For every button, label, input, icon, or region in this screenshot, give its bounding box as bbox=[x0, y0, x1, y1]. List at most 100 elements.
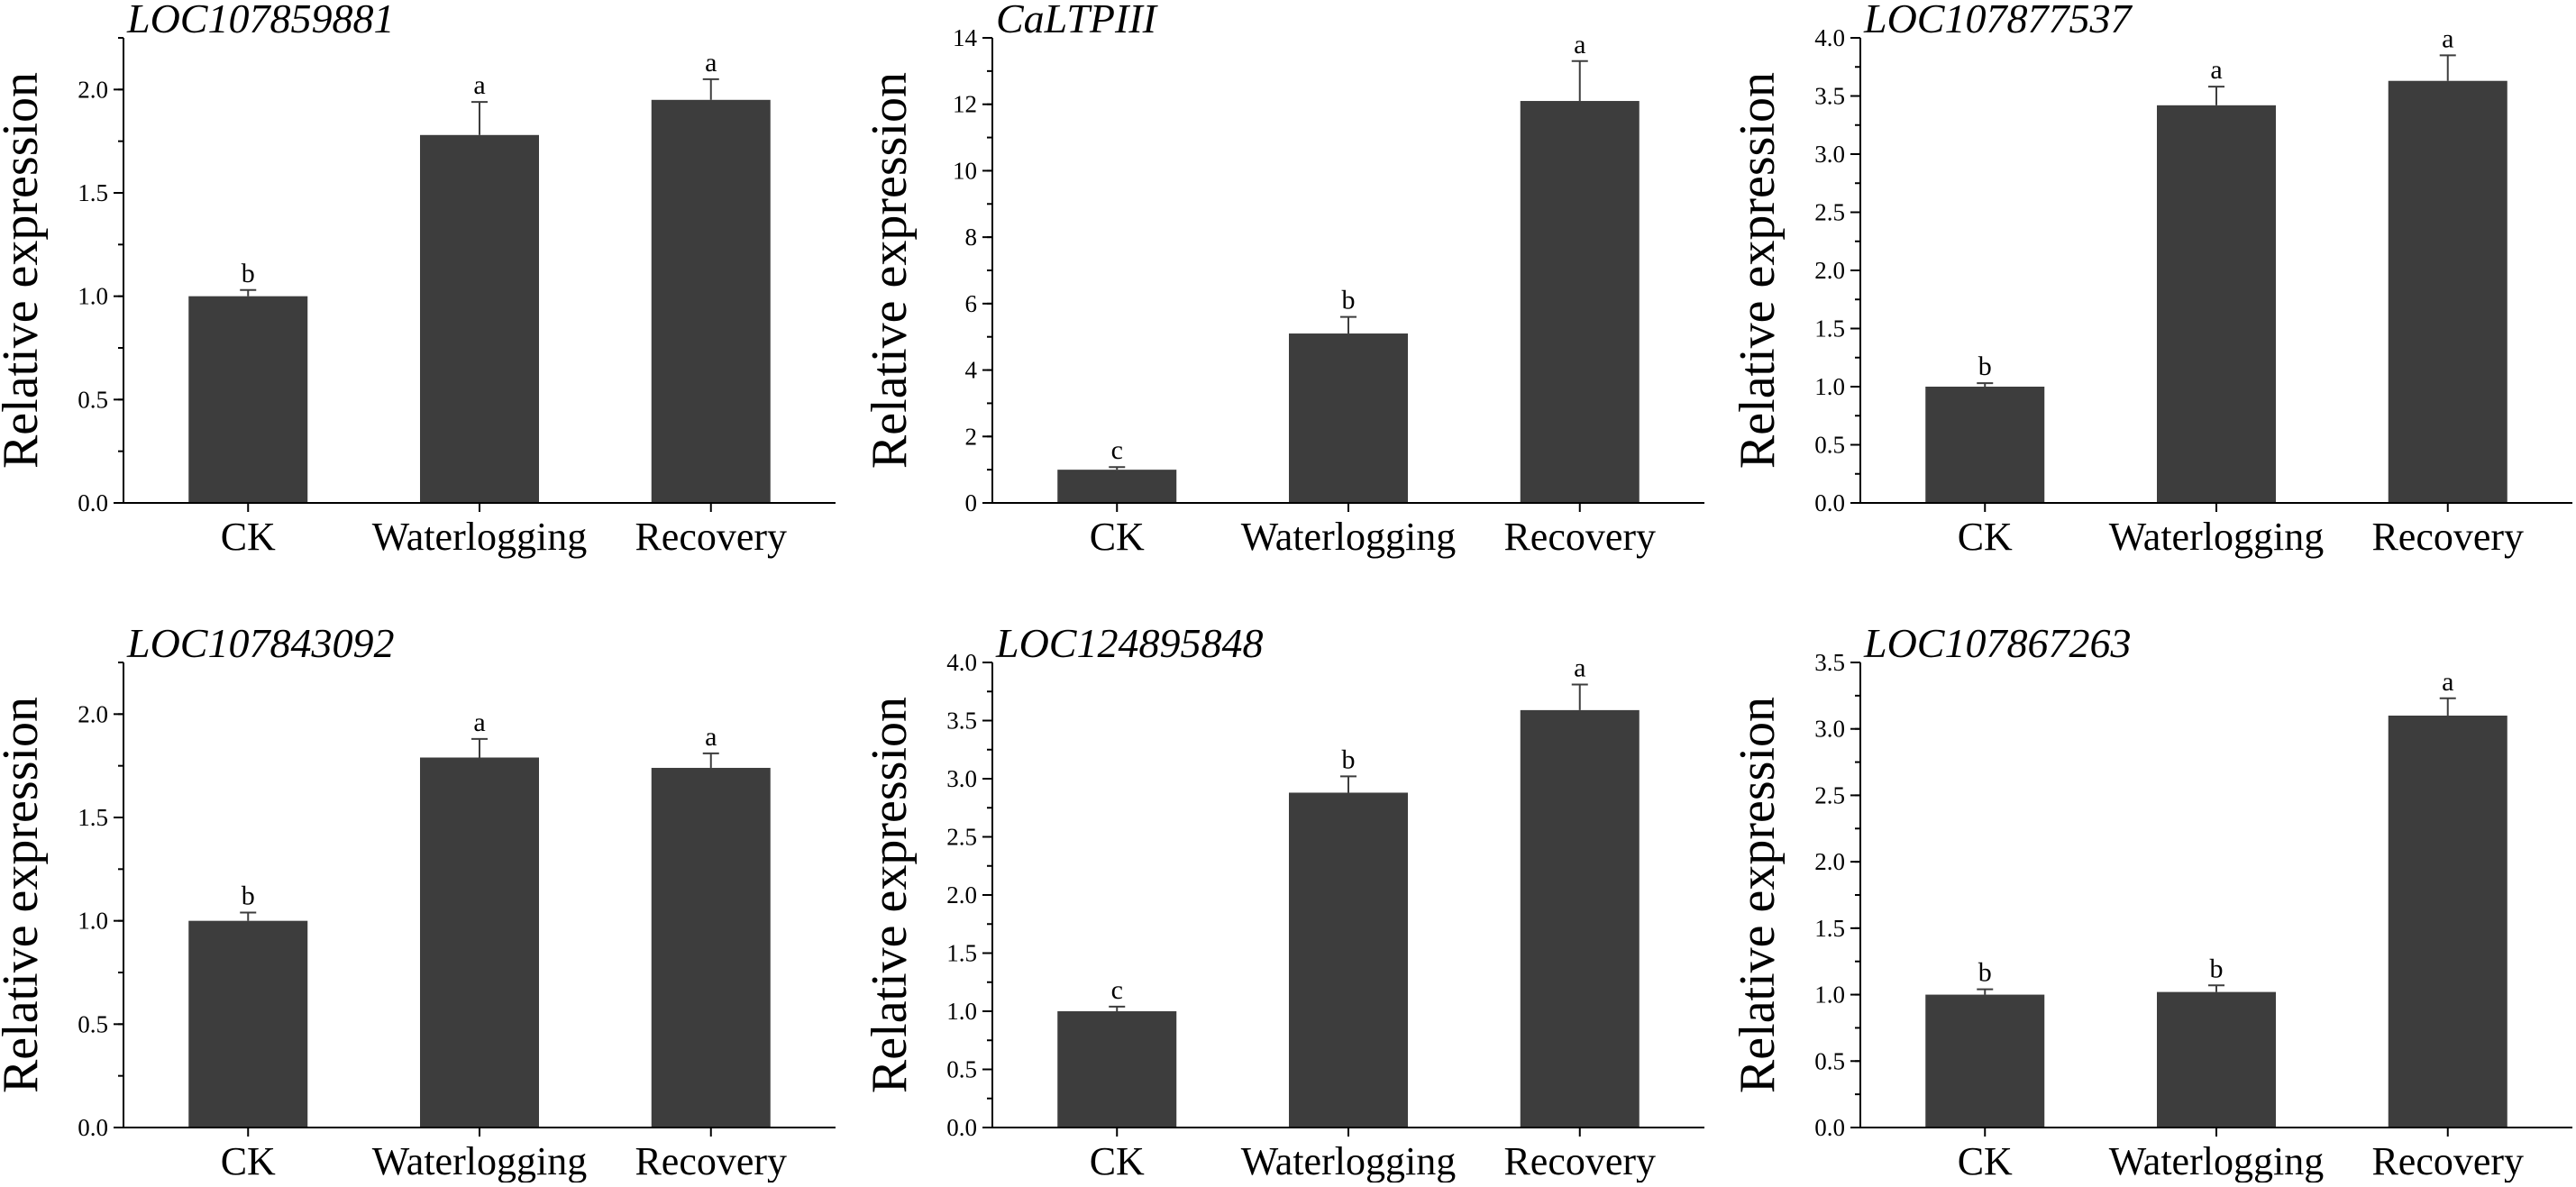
panel-2: c CK b Waterlogging a Recovery 0 2 4 6 8 10 12 14 Rela… bbox=[862, 0, 1704, 559]
y-tick-label: 0.5 bbox=[78, 386, 108, 413]
x-tick-label: Recovery bbox=[2371, 1139, 2524, 1182]
bar-ck bbox=[1057, 1011, 1177, 1128]
significance-letter: a bbox=[705, 722, 717, 752]
x-tick-label: Waterlogging bbox=[2109, 1139, 2324, 1182]
x-tick-label: CK bbox=[1958, 515, 2013, 559]
significance-letter: b bbox=[1342, 744, 1356, 774]
x-tick-label: CK bbox=[1958, 1139, 2013, 1182]
y-tick-label: 2.0 bbox=[1814, 257, 1845, 284]
y-tick-label: 2.5 bbox=[946, 824, 977, 851]
y-tick-label: 2.0 bbox=[78, 76, 108, 103]
bar-recovery bbox=[1520, 101, 1640, 504]
bar-recovery bbox=[651, 99, 771, 504]
y-tick-label: 1.5 bbox=[946, 940, 977, 967]
y-tick-label: 1.0 bbox=[946, 998, 977, 1025]
significance-letter: b bbox=[1978, 958, 1992, 988]
x-tick-label: CK bbox=[221, 1139, 276, 1182]
y-tick-label: 2.0 bbox=[78, 700, 108, 727]
x-tick-label: CK bbox=[1090, 1139, 1145, 1182]
y-axis-label: Relative expression bbox=[0, 72, 49, 469]
y-tick-label: 0.5 bbox=[1814, 1047, 1845, 1074]
y-tick-label: 3.0 bbox=[946, 765, 977, 792]
y-tick-label: 1.5 bbox=[78, 804, 108, 831]
y-tick-label: 0.5 bbox=[1814, 432, 1845, 459]
significance-letter: c bbox=[1111, 435, 1123, 465]
y-tick-label: 0.0 bbox=[78, 489, 108, 516]
y-tick-label: 10 bbox=[953, 157, 977, 184]
y-tick-label: 0.0 bbox=[78, 1114, 108, 1141]
bar-waterlogging bbox=[420, 757, 539, 1128]
x-tick-label: Waterlogging bbox=[372, 1139, 587, 1182]
x-tick-label: Waterlogging bbox=[2109, 515, 2324, 559]
y-tick-label: 0.0 bbox=[946, 1114, 977, 1141]
y-axis-label: Relative expression bbox=[862, 72, 918, 469]
x-tick-label: Waterlogging bbox=[1241, 515, 1456, 559]
x-tick-label: CK bbox=[221, 515, 276, 559]
y-tick-label: 0.5 bbox=[946, 1056, 977, 1083]
significance-letter: a bbox=[705, 48, 717, 78]
y-axis-label: Relative expression bbox=[1730, 697, 1786, 1093]
bar-waterlogging bbox=[420, 134, 539, 503]
y-tick-label: 0.5 bbox=[78, 1010, 108, 1037]
y-axis-label: Relative expression bbox=[0, 697, 49, 1093]
y-tick-label: 3.0 bbox=[1814, 141, 1845, 168]
significance-letter: a bbox=[473, 708, 485, 737]
significance-letter: a bbox=[2442, 667, 2453, 697]
significance-letter: a bbox=[473, 70, 485, 100]
x-tick-label: Recovery bbox=[1503, 515, 1656, 559]
y-tick-label: 4.0 bbox=[1814, 24, 1845, 51]
panel-5: c CK b Waterlogging a Recovery 0.0 0.5 1.0 1.5 2.0… bbox=[862, 620, 1704, 1183]
y-tick-label: 1.0 bbox=[1814, 982, 1845, 1009]
x-tick-label: Waterlogging bbox=[372, 515, 587, 559]
bar-ck bbox=[1925, 994, 2045, 1128]
y-tick-label: 0.0 bbox=[1814, 1114, 1845, 1141]
y-tick-label: 14 bbox=[953, 24, 978, 51]
panel-title: LOC124895848 bbox=[995, 620, 1263, 666]
significance-letter: c bbox=[1111, 975, 1123, 1005]
y-tick-label: 2.5 bbox=[1814, 781, 1845, 808]
y-tick-label: 2.0 bbox=[946, 881, 977, 909]
panel-title: CaLTPIII bbox=[996, 0, 1159, 41]
y-tick-label: 1.5 bbox=[1814, 315, 1845, 342]
y-tick-label: 6 bbox=[965, 290, 978, 317]
panel-title: LOC107867263 bbox=[1863, 620, 2131, 666]
y-tick-label: 2.5 bbox=[1814, 199, 1845, 226]
y-tick-label: 3.0 bbox=[1814, 716, 1845, 743]
y-tick-label: 1.0 bbox=[78, 283, 108, 310]
y-tick-label: 1.5 bbox=[78, 179, 108, 206]
x-tick-label: Recovery bbox=[1503, 1139, 1656, 1182]
y-tick-label: 1.0 bbox=[78, 908, 108, 935]
bar-waterlogging bbox=[1289, 333, 1408, 503]
panel-title: LOC107877537 bbox=[1863, 0, 2133, 41]
y-axis-label: Relative expression bbox=[1730, 72, 1786, 469]
panel-3: b CK a Waterlogging a Recovery 0.0 0.5 1.0 1.5 2.0… bbox=[1730, 0, 2572, 559]
y-axis-label: Relative expression bbox=[862, 697, 918, 1093]
y-tick-label: 0.0 bbox=[1814, 489, 1845, 516]
y-tick-label: 4 bbox=[965, 357, 978, 384]
significance-letter: a bbox=[2442, 23, 2453, 53]
significance-letter: b bbox=[1342, 286, 1356, 315]
significance-letter: b bbox=[2210, 954, 2224, 983]
y-tick-label: 4.0 bbox=[946, 649, 977, 676]
bar-ck bbox=[188, 920, 308, 1128]
x-tick-label: CK bbox=[1090, 515, 1145, 559]
x-tick-label: Recovery bbox=[635, 1139, 787, 1182]
panel-title: LOC107843092 bbox=[126, 620, 394, 666]
panel-1: b CK a Waterlogging a Recovery 0.0 0.5 1.0 1.5 2.0… bbox=[0, 0, 836, 559]
significance-letter: a bbox=[1574, 653, 1585, 683]
y-tick-label: 3.5 bbox=[1814, 83, 1845, 110]
x-tick-label: Recovery bbox=[2371, 515, 2524, 559]
y-tick-label: 2 bbox=[965, 423, 978, 450]
y-tick-label: 0 bbox=[965, 489, 978, 516]
bar-waterlogging bbox=[1289, 792, 1408, 1128]
y-tick-label: 12 bbox=[953, 91, 977, 118]
bar-recovery bbox=[2388, 715, 2507, 1128]
panel-4: b CK a Waterlogging a Recovery 0.0 0.5 1.0 1.5 2.0… bbox=[0, 620, 836, 1183]
significance-letter: b bbox=[1978, 352, 1992, 381]
panel-6: b CK b Waterlogging a Recovery 0.0 0.5 1.0 1.5 2.0… bbox=[1730, 620, 2572, 1183]
y-tick-label: 3.5 bbox=[1814, 649, 1845, 676]
bar-recovery bbox=[2388, 80, 2507, 503]
bar-ck bbox=[1925, 387, 2045, 503]
